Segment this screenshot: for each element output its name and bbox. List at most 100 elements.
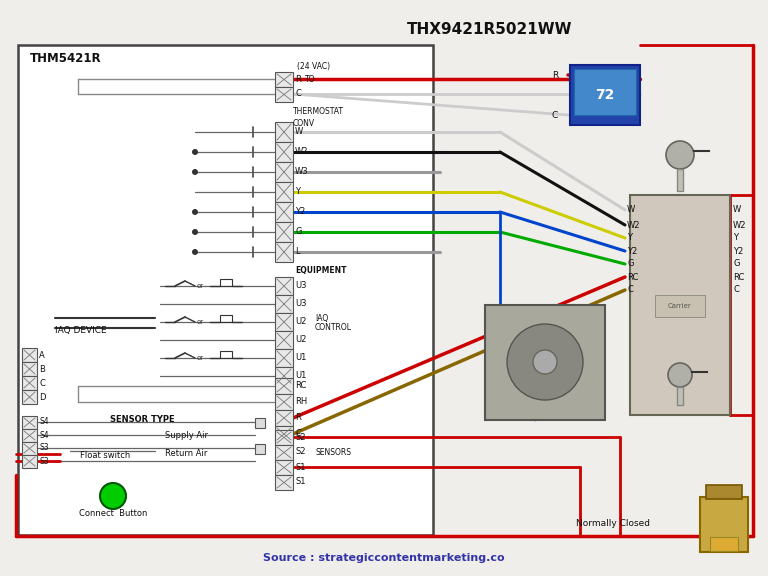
Bar [275, 313, 293, 331]
Bar [706, 485, 742, 499]
Text: Y2: Y2 [627, 247, 637, 256]
Bar [275, 394, 293, 410]
Text: W2: W2 [733, 221, 746, 229]
Text: RC: RC [295, 381, 306, 391]
Circle shape [666, 141, 694, 169]
Text: G: G [733, 260, 740, 268]
Text: U1: U1 [295, 372, 306, 381]
Text: S2: S2 [295, 433, 306, 441]
Text: C: C [552, 111, 558, 119]
Bar [275, 367, 293, 385]
Text: C: C [295, 430, 301, 438]
Bar [275, 162, 293, 182]
Text: Y: Y [733, 233, 738, 242]
Bar [710, 537, 738, 551]
Text: Carrier: Carrier [668, 303, 692, 309]
Bar [275, 142, 293, 162]
Text: CONTROL: CONTROL [315, 324, 352, 332]
Bar [22, 362, 37, 376]
Bar [275, 426, 293, 442]
Bar [220, 351, 232, 358]
Text: Normally Closed: Normally Closed [576, 520, 650, 529]
Bar [275, 295, 293, 313]
Text: Connect  Button: Connect Button [79, 510, 147, 518]
Text: W2: W2 [627, 221, 641, 229]
Text: or: or [197, 319, 204, 325]
Bar [220, 315, 232, 322]
Bar [22, 416, 37, 429]
Bar [630, 195, 730, 415]
Text: S4: S4 [39, 418, 48, 426]
Bar [22, 390, 37, 404]
Bar [22, 348, 37, 362]
Text: W3: W3 [295, 168, 309, 176]
Bar [275, 475, 293, 490]
Bar [275, 182, 293, 202]
Text: C: C [627, 286, 633, 294]
Text: U2: U2 [295, 317, 306, 327]
Text: 72: 72 [595, 88, 614, 102]
Bar [275, 410, 293, 426]
Bar [275, 460, 293, 475]
Bar [485, 305, 605, 420]
Bar [220, 279, 232, 286]
Text: W: W [733, 206, 741, 214]
Circle shape [192, 209, 198, 215]
Text: Y2: Y2 [295, 207, 305, 217]
Text: C: C [733, 286, 739, 294]
Bar [570, 65, 640, 125]
Text: S1: S1 [295, 463, 306, 472]
Text: THX9421R5021WW: THX9421R5021WW [407, 22, 573, 37]
Text: S4: S4 [39, 430, 48, 439]
Text: R: R [295, 74, 301, 84]
Text: S3: S3 [39, 444, 48, 453]
Bar [275, 349, 293, 367]
Bar [700, 497, 748, 552]
Bar [275, 445, 293, 460]
Text: Supply Air: Supply Air [165, 430, 208, 439]
Text: RC: RC [733, 272, 744, 282]
Bar [22, 429, 37, 442]
Text: U3: U3 [295, 300, 306, 309]
Text: IAQ: IAQ [315, 313, 328, 323]
Bar [677, 387, 683, 405]
Bar [22, 376, 37, 390]
Text: G: G [295, 228, 302, 237]
Text: U2: U2 [295, 335, 306, 344]
Bar [22, 442, 37, 455]
Bar [655, 295, 705, 317]
Text: Source : strategiccontentmarketing.co: Source : strategiccontentmarketing.co [263, 553, 505, 563]
Bar [275, 222, 293, 242]
Text: R: R [295, 414, 301, 423]
Bar [22, 455, 37, 468]
Bar [275, 378, 293, 394]
Circle shape [533, 350, 557, 374]
Bar [275, 72, 293, 87]
Text: W: W [295, 127, 303, 137]
Text: THM5421R: THM5421R [30, 52, 101, 66]
Bar [275, 122, 293, 142]
Text: CONV: CONV [293, 119, 315, 128]
Text: B: B [39, 365, 45, 373]
Bar [255, 444, 265, 454]
Bar [677, 169, 683, 191]
Text: or: or [197, 355, 204, 361]
Text: THERMOSTAT: THERMOSTAT [293, 108, 344, 116]
Text: C: C [295, 89, 301, 98]
Text: U1: U1 [295, 354, 306, 362]
Text: L: L [295, 248, 300, 256]
Circle shape [192, 169, 198, 175]
Text: SENSOR TYPE: SENSOR TYPE [110, 415, 174, 425]
Text: Y: Y [627, 233, 632, 242]
Bar [275, 430, 293, 445]
Text: W: W [627, 206, 635, 214]
Text: RH: RH [295, 397, 307, 407]
Text: Y: Y [295, 188, 300, 196]
Bar [18, 45, 433, 535]
Bar [574, 69, 636, 115]
Text: EQUIPMENT: EQUIPMENT [295, 266, 346, 275]
Text: U3: U3 [295, 282, 306, 290]
Text: IAQ DEVICE: IAQ DEVICE [55, 325, 107, 335]
Circle shape [100, 483, 126, 509]
Circle shape [507, 324, 583, 400]
